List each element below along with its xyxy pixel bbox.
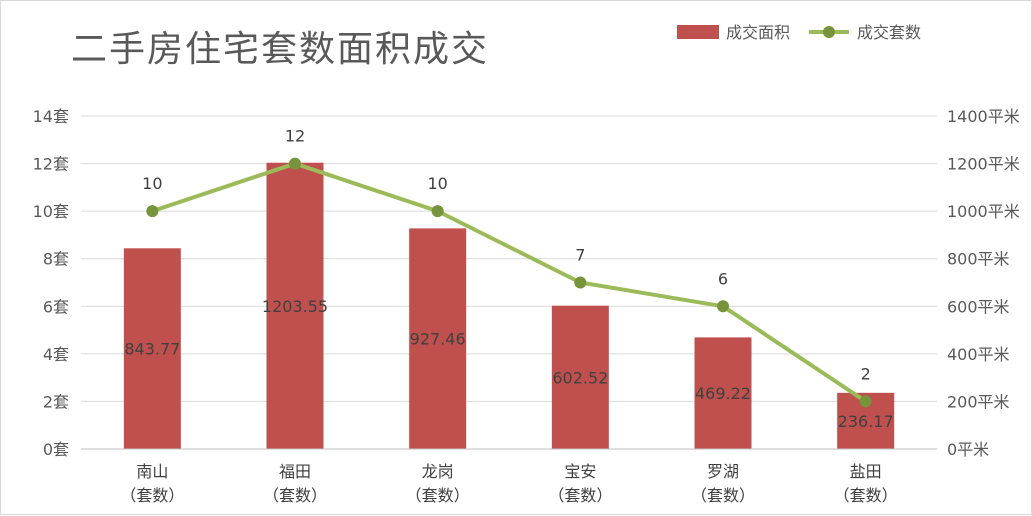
line-data-label: 6 xyxy=(718,269,728,288)
line-point xyxy=(859,395,872,408)
bar xyxy=(123,248,181,449)
y-left-tick-label: 12套 xyxy=(33,155,69,174)
y-right-tick-label: 0平米 xyxy=(947,440,989,459)
line-data-label: 2 xyxy=(861,364,871,383)
y-left-tick-label: 0套 xyxy=(43,440,69,459)
y-right-tick-label: 1000平米 xyxy=(947,202,1020,221)
line-data-label: 10 xyxy=(142,174,162,193)
line-point xyxy=(574,276,587,289)
line-data-label: 12 xyxy=(285,127,305,146)
x-tick-sublabel: （套数） xyxy=(263,486,327,505)
line-point xyxy=(289,157,301,170)
y-left-tick-label: 4套 xyxy=(43,345,69,364)
legend: 成交面积 成交套数 xyxy=(677,23,921,42)
y-left-tick-label: 14套 xyxy=(33,107,69,126)
data-labels: 843.77 1203.55 927.46 602.52 469.22 236.17 10 1… xyxy=(124,127,893,431)
x-tick-sublabel: （套数） xyxy=(691,486,755,505)
axes: 0套 0平米 2套 200平米 4套 400平米 6套 600平米 8套 800平米 10套 1000… xyxy=(33,107,1020,505)
y-left-tick-label: 2套 xyxy=(43,392,69,411)
bar xyxy=(694,337,752,449)
bar-data-label: 602.52 xyxy=(552,368,608,387)
y-left-tick-label: 8套 xyxy=(43,250,69,269)
x-tick-label: 盐田 xyxy=(850,462,882,481)
y-left-tick-label: 6套 xyxy=(43,297,69,316)
x-tick-sublabel: （套数） xyxy=(406,486,470,505)
x-tick-label: 福田 xyxy=(279,462,311,481)
y-right-tick-label: 1200平米 xyxy=(947,155,1020,174)
y-right-tick-label: 1400平米 xyxy=(947,107,1020,126)
bar-data-label: 236.17 xyxy=(838,412,894,431)
series-line xyxy=(151,161,867,404)
y-right-tick-label: 400平米 xyxy=(947,345,1010,364)
y-right-tick-label: 600平米 xyxy=(947,297,1010,316)
bar-data-label: 843.77 xyxy=(124,340,180,359)
y-left-tick-label: 10套 xyxy=(33,202,69,221)
x-tick-sublabel: （套数） xyxy=(120,486,184,505)
bar xyxy=(409,228,467,449)
x-tick-label: 龙岗 xyxy=(422,462,454,481)
y-right-tick-label: 800平米 xyxy=(947,250,1010,269)
y-right-tick-label: 200平米 xyxy=(947,392,1010,411)
line-point xyxy=(431,205,444,218)
legend-label-line: 成交套数 xyxy=(857,23,921,42)
line-point xyxy=(146,205,159,218)
line-series xyxy=(146,157,872,408)
x-tick-sublabel: （套数） xyxy=(548,486,612,505)
chart-title: 二手房住宅套数面积成交 xyxy=(71,29,489,70)
gridlines xyxy=(81,115,937,450)
bar-data-label: 469.22 xyxy=(695,384,751,403)
x-tick-label: 罗湖 xyxy=(707,462,739,481)
line-data-label: 7 xyxy=(575,246,585,265)
bar xyxy=(551,305,609,449)
line-data-label: 10 xyxy=(427,174,447,193)
x-tick-label: 南山 xyxy=(136,462,168,481)
legend-swatch-bar xyxy=(677,25,719,39)
bar xyxy=(266,162,324,449)
line-point xyxy=(717,300,729,313)
legend-label-bar: 成交面积 xyxy=(726,23,790,42)
x-tick-sublabel: （套数） xyxy=(834,486,898,505)
bar-series xyxy=(123,162,895,449)
x-tick-label: 宝安 xyxy=(564,462,596,481)
bar-data-label: 927.46 xyxy=(410,330,466,349)
bar-data-label: 1203.55 xyxy=(262,297,328,316)
legend-swatch-marker xyxy=(823,26,835,38)
